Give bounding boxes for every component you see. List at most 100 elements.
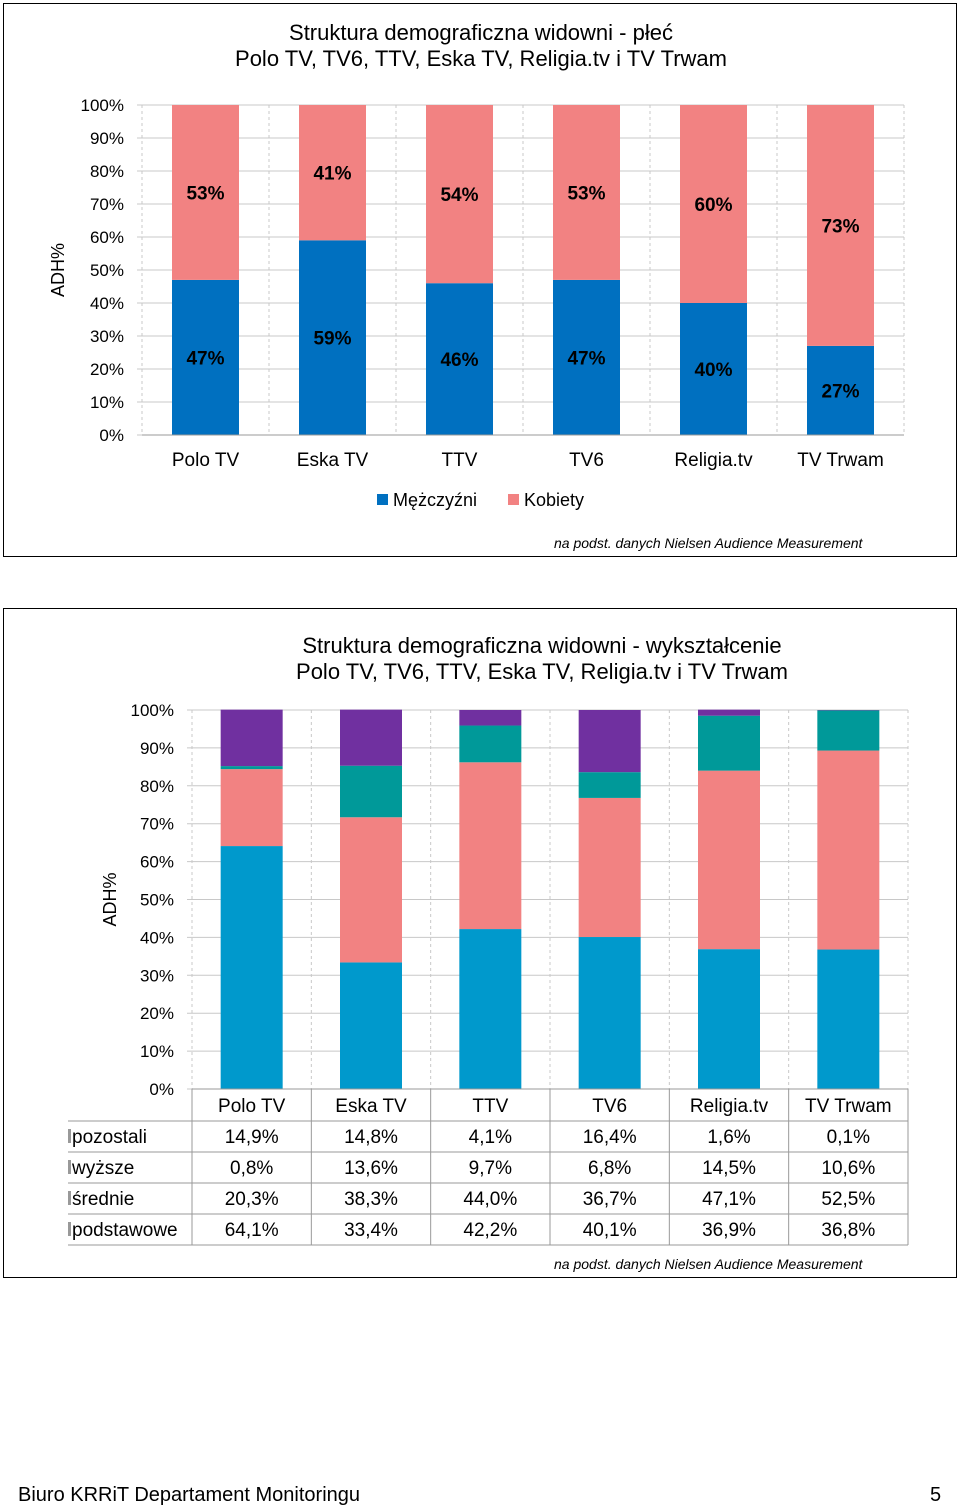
bar-kobiety-tv6 [553,105,620,280]
page-number: 5 [930,1484,942,1506]
y-tick-label: 20% [90,360,124,379]
x-tick-label: TTV [442,450,478,471]
chart-title-line-2: Polo TV, TV6, TTV, Eska TV, Religia.tv i… [235,46,727,71]
bar-wyższe-ttv [459,725,522,763]
y-tick-label: 60% [90,228,124,247]
y-tick-label: 0% [99,426,124,445]
y-axis-title: ADH% [100,872,120,926]
y-tick-label: 50% [90,261,124,280]
x-tick-label: Polo TV [218,1096,286,1117]
table-row-label-wyższe: wyższe [71,1158,134,1179]
x-tick-label: Religia.tv [690,1096,769,1117]
table-cell-średnie-religia-tv: 47,1% [702,1189,756,1210]
chart-title-line-1: Struktura demograficzna widowni - wykszt… [302,633,782,658]
table-cell-pozostali-tv-trwam: 0,1% [827,1127,870,1148]
table-cell-podstawowe-religia-tv: 36,9% [702,1220,756,1241]
bar-podstawowe-eska-tv [340,962,402,1089]
x-tick-label: TV Trwam [797,450,884,471]
data-label-kobiety-tv6: 53% [567,183,605,204]
table-cell-podstawowe-eska-tv: 33,4% [344,1220,398,1241]
table-cell-wyższe-eska-tv: 13,6% [344,1158,398,1179]
data-label-mężczyźni-ttv: 46% [440,350,478,371]
table-cell-podstawowe-polo-tv: 64,1% [225,1220,279,1241]
table-cell-wyższe-polo-tv: 0,8% [230,1158,273,1179]
education-stacked-bar-chart: 0% 10% 20% 30% 40% 50% 60% 70% 80% 90% 100% ADH% Pol… [68,701,909,1246]
bar-pozostali-eska-tv [340,709,402,766]
x-tick-label: Religia.tv [674,450,753,471]
chart-panel-education: Struktura demograficzna widowni - wykszt… [3,608,957,1278]
table-cell-średnie-polo-tv: 20,3% [225,1189,279,1210]
y-tick-label: 90% [90,129,124,148]
x-tick-label: TV6 [569,450,604,471]
bar-pozostali-polo-tv [220,709,283,767]
data-label-mężczyźni-tv6: 47% [567,348,605,369]
y-tick-label: 10% [90,393,124,412]
table-legend-key-podstawowe [68,1222,71,1236]
bar-wyższe-tv-trwam [817,710,880,751]
chart-panel-gender: Struktura demograficzna widowni - płeć P… [3,3,957,557]
bar-średnie-polo-tv [220,769,283,847]
y-tick-label: 10% [140,1042,174,1061]
x-tick-label: Eska TV [297,450,369,471]
table-cell-podstawowe-ttv: 42,2% [463,1220,517,1241]
bar-kobiety-polo-tv [172,105,239,280]
chart-title-education: Struktura demograficzna widowni - wykszt… [4,633,960,685]
bar-średnie-religia-tv [698,770,760,950]
table-cell-wyższe-religia-tv: 14,5% [702,1158,756,1179]
table-cell-wyższe-tv-trwam: 10,6% [821,1158,875,1179]
bar-podstawowe-tv-trwam [817,949,880,1089]
data-label-mężczyźni-tv-trwam: 27% [821,381,859,402]
y-tick-label: 50% [140,891,174,910]
y-tick-label: 30% [140,966,174,985]
bar-kobiety-ttv [426,105,493,284]
bar-podstawowe-ttv [459,929,522,1089]
legend-label-mężczyźni: Mężczyźni [393,490,477,510]
x-tick-label: TV6 [592,1096,627,1117]
x-tick-label: TV Trwam [805,1096,892,1117]
data-label-kobiety-eska-tv: 41% [313,164,351,185]
y-tick-label: 70% [140,815,174,834]
table-legend-key-pozostali [68,1129,71,1143]
y-tick-label: 40% [90,294,124,313]
bar-kobiety-religia-tv [680,105,747,303]
table-cell-podstawowe-tv6: 40,1% [583,1220,637,1241]
data-label-mężczyźni-polo-tv: 47% [186,348,224,369]
bar-pozostali-ttv [459,710,522,726]
table-cell-średnie-tv6: 36,7% [583,1189,637,1210]
y-tick-label: 60% [140,853,174,872]
table-row-label-podstawowe: podstawowe [72,1220,178,1241]
table-cell-wyższe-ttv: 9,7% [469,1158,512,1179]
source-note: na podst. danych Nielsen Audience Measur… [554,1256,863,1272]
table-cell-wyższe-tv6: 6,8% [588,1158,631,1179]
chart-title-line-2: Polo TV, TV6, TTV, Eska TV, Religia.tv i… [296,659,788,684]
data-label-kobiety-polo-tv: 53% [186,183,224,204]
bar-wyższe-eska-tv [340,765,402,818]
legend-swatch-kobiety [508,494,519,505]
y-tick-label: 100% [131,701,174,720]
table-cell-pozostali-polo-tv: 14,9% [225,1127,279,1148]
table-cell-podstawowe-tv-trwam: 36,8% [821,1220,875,1241]
bar-mężczyźni-eska-tv [299,240,366,435]
bar-średnie-tv6 [578,797,641,938]
bar-podstawowe-religia-tv [698,949,760,1089]
bar-wyższe-polo-tv [220,766,283,770]
data-label-kobiety-religia-tv: 60% [694,195,732,216]
bar-mężczyźni-polo-tv [172,279,239,435]
x-tick-label: Polo TV [172,450,240,471]
y-tick-label: 90% [140,739,174,758]
table-cell-pozostali-eska-tv: 14,8% [344,1127,398,1148]
bar-podstawowe-polo-tv [220,846,283,1089]
data-label-kobiety-tv-trwam: 73% [821,216,859,237]
legend-label-kobiety: Kobiety [524,490,584,510]
y-axis-title: ADH% [48,243,68,297]
bar-kobiety-eska-tv [299,105,366,241]
table-row-label-pozostali: pozostali [72,1127,147,1148]
data-label-mężczyźni-eska-tv: 59% [313,329,351,350]
chart-title-line-1: Struktura demograficzna widowni - płeć [289,20,673,45]
table-legend-key-średnie [68,1191,71,1205]
table-cell-średnie-ttv: 44,0% [463,1189,517,1210]
chart-title-gender: Struktura demograficzna widowni - płeć P… [4,20,958,72]
y-tick-label: 30% [90,327,124,346]
y-tick-label: 0% [149,1080,174,1099]
bar-mężczyźni-tv-trwam [807,345,874,435]
